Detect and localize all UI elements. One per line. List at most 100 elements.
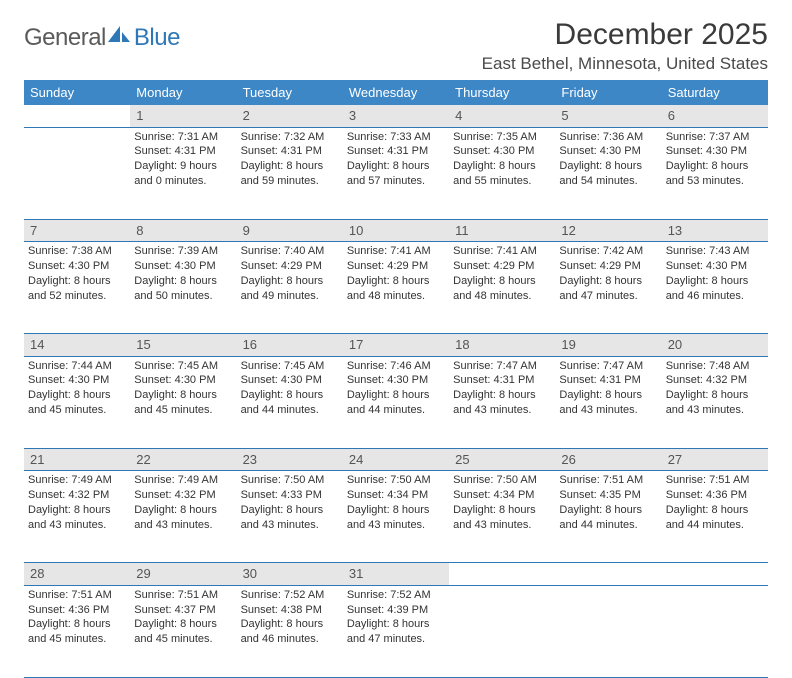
day-number-cell: 10: [343, 219, 449, 242]
sunrise-line: Sunrise: 7:49 AM: [134, 473, 232, 488]
day-header: Tuesday: [237, 80, 343, 105]
day-cell: Sunrise: 7:37 AMSunset: 4:30 PMDaylight:…: [662, 127, 768, 219]
sunset-line: Sunset: 4:31 PM: [134, 144, 232, 159]
day-number-row: 21222324252627: [24, 448, 768, 471]
sunset-line: Sunset: 4:30 PM: [453, 144, 551, 159]
day-number-cell: 4: [449, 105, 555, 127]
day-content-row: Sunrise: 7:44 AM Sunset: 4:30 PM Daylight:…: [24, 356, 768, 448]
day-number-cell: 25: [449, 448, 555, 471]
day-cell: Sunrise: 7:33 AMSunset: 4:31 PMDaylight:…: [343, 127, 449, 219]
sunset-line: Sunset: 4:30 PM: [241, 373, 339, 388]
daylight-line: Daylight: 8 hours and 45 minutes.: [134, 617, 232, 647]
day-cell: Sunrise: 7:44 AMSunset: 4:30 PMDaylight:…: [24, 356, 130, 448]
day-number-cell: [24, 105, 130, 127]
day-number-cell: 15: [130, 334, 236, 357]
sunrise-line: Sunrise: 7:41 AM: [453, 244, 551, 259]
logo: General Blue: [24, 24, 180, 52]
daylight-line: Daylight: 8 hours and 47 minutes.: [347, 617, 445, 647]
sunset-line: Sunset: 4:30 PM: [347, 373, 445, 388]
sunset-line: Sunset: 4:30 PM: [559, 144, 657, 159]
sail-icon: [106, 24, 132, 44]
sunset-line: Sunset: 4:32 PM: [134, 488, 232, 503]
day-number-row: 78910111213: [24, 219, 768, 242]
sunrise-line: Sunrise: 7:39 AM: [134, 244, 232, 259]
sunset-line: Sunset: 4:35 PM: [559, 488, 657, 503]
sunrise-line: Sunrise: 7:52 AM: [347, 588, 445, 603]
day-cell: Sunrise: 7:45 AMSunset: 4:30 PMDaylight:…: [237, 356, 343, 448]
day-number-cell: 12: [555, 219, 661, 242]
sunset-line: Sunset: 4:31 PM: [241, 144, 339, 159]
day-number-cell: 19: [555, 334, 661, 357]
daylight-line: Daylight: 8 hours and 57 minutes.: [347, 159, 445, 189]
day-number-cell: 29: [130, 563, 236, 586]
day-cell: Sunrise: 7:48 AMSunset: 4:32 PMDaylight:…: [662, 356, 768, 448]
sunrise-line: Sunrise: 7:46 AM: [347, 359, 445, 374]
day-content-row: Sunrise: 7:38 AMSunset: 4:30 PMDaylight:…: [24, 242, 768, 334]
day-cell: Sunrise: 7:38 AMSunset: 4:30 PMDaylight:…: [24, 242, 130, 334]
day-cell: Sunrise: 7:50 AMSunset: 4:34 PMDaylight:…: [343, 471, 449, 563]
sunrise-line: Sunrise: 7:36 AM: [559, 130, 657, 145]
day-number-cell: 31: [343, 563, 449, 586]
sunrise-line: Sunrise: 7:50 AM: [347, 473, 445, 488]
day-content-row: Sunrise: 7:49 AMSunset: 4:32 PMDaylight:…: [24, 471, 768, 563]
sunset-line: Sunset: 4:31 PM: [453, 373, 551, 388]
sunset-line: Sunset: 4:29 PM: [347, 259, 445, 274]
sunset-line: Sunset: 4:29 PM: [453, 259, 551, 274]
day-cell: Sunrise: 7:50 AMSunset: 4:34 PMDaylight:…: [449, 471, 555, 563]
logo-text-blue: Blue: [134, 24, 180, 52]
sunset-line: Sunset: 4:29 PM: [559, 259, 657, 274]
sunrise-line: Sunrise: 7:32 AM: [241, 130, 339, 145]
day-number-cell: 27: [662, 448, 768, 471]
day-number-cell: 9: [237, 219, 343, 242]
day-number-row: 123456: [24, 105, 768, 127]
day-number-cell: 21: [24, 448, 130, 471]
sunset-line: Sunset: 4:30 PM: [666, 144, 764, 159]
daylight-line: Daylight: 8 hours and 48 minutes.: [347, 274, 445, 304]
sunrise-line: Sunrise: 7:47 AM: [559, 359, 657, 374]
day-cell: Sunrise: 7:46 AMSunset: 4:30 PMDaylight:…: [343, 356, 449, 448]
day-header: Monday: [130, 80, 236, 105]
daylight-line: Daylight: 8 hours and 49 minutes.: [241, 274, 339, 304]
daylight-line: Daylight: 8 hours and 55 minutes.: [453, 159, 551, 189]
day-number-cell: 3: [343, 105, 449, 127]
day-number-cell: 5: [555, 105, 661, 127]
day-number-cell: 26: [555, 448, 661, 471]
daylight-line: Daylight: 8 hours and 52 minutes.: [28, 274, 126, 304]
daylight-line: Daylight: 8 hours and 43 minutes.: [347, 503, 445, 533]
day-number-cell: 17: [343, 334, 449, 357]
day-cell: [449, 585, 555, 677]
sunrise-line: Sunrise: 7:51 AM: [134, 588, 232, 603]
sunset-line: Sunset: 4:30 PM: [134, 259, 232, 274]
day-number-cell: 2: [237, 105, 343, 127]
sunrise-line: Sunrise: 7:52 AM: [241, 588, 339, 603]
day-number-cell: 6: [662, 105, 768, 127]
day-number-cell: 30: [237, 563, 343, 586]
day-header: Thursday: [449, 80, 555, 105]
daylight-line: Daylight: 8 hours and 45 minutes.: [134, 388, 232, 418]
daylight-line: Daylight: 8 hours and 46 minutes.: [666, 274, 764, 304]
day-number-cell: 14: [24, 334, 130, 357]
daylight-line: Daylight: 8 hours and 43 minutes.: [666, 388, 764, 418]
day-header: Friday: [555, 80, 661, 105]
sunset-line: Sunset: 4:32 PM: [666, 373, 764, 388]
day-cell: Sunrise: 7:51 AMSunset: 4:35 PMDaylight:…: [555, 471, 661, 563]
sunset-line: Sunset: 4:32 PM: [28, 488, 126, 503]
sunrise-line: Sunrise: 7:48 AM: [666, 359, 764, 374]
daylight-line: Daylight: 8 hours and 45 minutes.: [28, 617, 126, 647]
day-content-row: Sunrise: 7:51 AMSunset: 4:36 PMDaylight:…: [24, 585, 768, 677]
day-number-cell: 7: [24, 219, 130, 242]
day-number-row: 14151617181920: [24, 334, 768, 357]
day-cell: [24, 127, 130, 219]
sunrise-line: Sunrise: 7:44 AM: [28, 359, 126, 374]
day-cell: Sunrise: 7:45 AMSunset: 4:30 PMDaylight:…: [130, 356, 236, 448]
day-cell: [555, 585, 661, 677]
day-number-cell: [555, 563, 661, 586]
day-cell: Sunrise: 7:32 AMSunset: 4:31 PMDaylight:…: [237, 127, 343, 219]
sunrise-line: Sunrise: 7:51 AM: [559, 473, 657, 488]
day-header: Wednesday: [343, 80, 449, 105]
sunset-line: Sunset: 4:31 PM: [559, 373, 657, 388]
day-cell: Sunrise: 7:47 AMSunset: 4:31 PMDaylight:…: [555, 356, 661, 448]
sunrise-line: Sunrise: 7:43 AM: [666, 244, 764, 259]
day-number-cell: [662, 563, 768, 586]
daylight-line: Daylight: 8 hours and 43 minutes.: [559, 388, 657, 418]
